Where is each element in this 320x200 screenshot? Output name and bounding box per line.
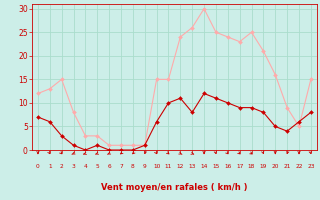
X-axis label: Vent moyen/en rafales ( km/h ): Vent moyen/en rafales ( km/h ) <box>101 183 248 192</box>
